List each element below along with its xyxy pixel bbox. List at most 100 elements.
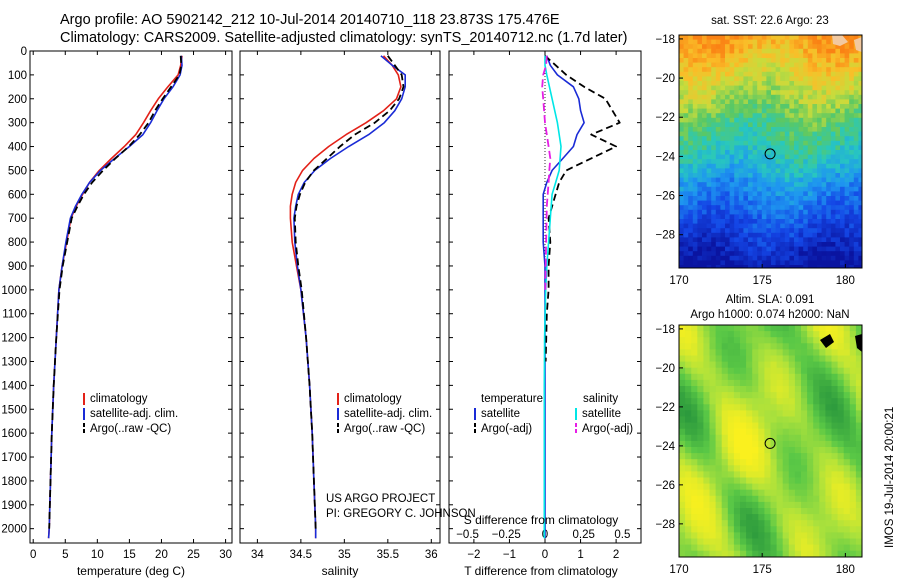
heatmap-cell	[740, 520, 747, 527]
heatmap-cell	[780, 265, 786, 268]
heatmap-cell	[830, 127, 836, 132]
heatmap-cell	[692, 163, 698, 169]
heatmap-cell	[729, 265, 735, 268]
heatmap-cell	[709, 489, 716, 497]
heatmap-cell	[807, 483, 814, 491]
heatmap-cell	[807, 355, 814, 362]
heatmap-cell	[780, 191, 786, 197]
heatmap-cell	[715, 228, 721, 234]
heatmap-cell	[758, 514, 765, 521]
heatmap-cell	[692, 237, 698, 243]
heatmap-cell	[849, 81, 855, 86]
heatmap-cell	[746, 373, 753, 381]
heatmap-cell	[780, 177, 786, 183]
heatmap-cell	[835, 99, 841, 105]
depth-axis: 0100200300400500600700800900100011001200…	[1, 46, 232, 536]
heatmap-cell	[784, 108, 790, 114]
heatmap-cell	[729, 168, 735, 174]
heatmap-cell	[727, 428, 735, 436]
heatmap-cell	[725, 81, 730, 86]
heatmap-cell	[766, 219, 772, 224]
heatmap-cell	[738, 53, 744, 59]
heatmap-cell	[734, 94, 740, 100]
heatmap-cell	[782, 459, 790, 466]
heatmap-cell	[743, 94, 749, 100]
heatmap-cell	[849, 48, 855, 54]
heatmap-cell	[855, 526, 862, 533]
heatmap-cell	[720, 117, 726, 123]
heatmap-cell	[740, 514, 747, 521]
heatmap-cell	[819, 459, 826, 466]
heatmap-cell	[830, 200, 836, 206]
heatmap-cell	[801, 447, 808, 454]
heatmap-cell	[697, 538, 704, 545]
heatmap-cell	[853, 260, 859, 266]
heatmap-cell	[840, 113, 845, 119]
heatmap-cell	[683, 177, 689, 183]
heatmap-cell	[697, 219, 703, 224]
heatmap-cell	[831, 532, 838, 539]
heatmap-cell	[740, 410, 747, 417]
heatmap-cell	[825, 471, 832, 478]
heatmap-cell	[813, 501, 820, 509]
heatmap-cell	[725, 90, 730, 96]
land-mass	[854, 37, 862, 52]
heatmap-cell	[831, 465, 838, 472]
heatmap-cell	[858, 99, 862, 105]
heatmap-cell	[679, 471, 686, 478]
heatmap-cell	[813, 410, 820, 417]
latitude-tick-label: −22	[655, 402, 675, 414]
heatmap-cell	[685, 538, 692, 545]
heatmap-cell	[766, 237, 772, 243]
heatmap-cell	[784, 237, 790, 243]
heatmap-cell	[715, 331, 723, 338]
heatmap-cell	[775, 205, 781, 211]
heatmap-cell	[734, 246, 740, 252]
heatmap-cell	[784, 39, 790, 45]
heatmap-cell	[807, 416, 814, 423]
heatmap-cell	[821, 196, 827, 201]
heatmap-cell	[771, 145, 776, 151]
heatmap-cell	[826, 39, 832, 45]
heatmap-cell	[788, 483, 796, 491]
heatmap-cell	[775, 81, 781, 86]
heatmap-cell	[825, 343, 832, 350]
heatmap-cell	[803, 71, 809, 77]
heatmap-cell	[688, 81, 694, 86]
heatmap-cell	[789, 39, 795, 45]
heatmap-cell	[692, 255, 698, 261]
heatmap-cell	[803, 150, 809, 155]
heatmap-cell	[715, 265, 721, 268]
heatmap-cell	[743, 127, 749, 132]
heatmap-cell	[748, 173, 753, 178]
heatmap-cell	[715, 177, 721, 183]
heatmap-cell	[761, 251, 767, 257]
heatmap-cell	[849, 154, 855, 160]
heatmap-cell	[784, 117, 790, 123]
heatmap-cell	[692, 154, 698, 160]
legend-label-climatology: climatology	[344, 393, 402, 405]
heatmap-cell	[837, 410, 845, 417]
heatmap-cell	[817, 85, 822, 91]
heatmap-cell	[770, 538, 777, 545]
heatmap-cell	[738, 122, 744, 128]
salinity-x-axis: 34 34.5 35 35.5 36	[251, 51, 438, 561]
heatmap-cell	[819, 532, 826, 539]
heatmap-cell	[766, 85, 772, 91]
heatmap-cell	[782, 343, 790, 350]
heatmap-cell	[738, 81, 744, 86]
heatmap-cell	[764, 532, 771, 539]
heatmap-cell	[766, 232, 772, 238]
heatmap-cell	[770, 404, 777, 411]
heatmap-cell	[734, 145, 740, 151]
heatmap-cell	[794, 122, 799, 128]
heatmap-cell	[734, 71, 740, 77]
heatmap-cell	[837, 532, 845, 539]
heatmap-cell	[794, 361, 802, 369]
heatmap-cell	[746, 489, 753, 497]
heatmap-cell	[703, 343, 710, 350]
heatmap-cell	[766, 173, 772, 178]
heatmap-cell	[746, 538, 753, 545]
heatmap-cell	[757, 251, 763, 257]
heatmap-cell	[683, 251, 689, 257]
